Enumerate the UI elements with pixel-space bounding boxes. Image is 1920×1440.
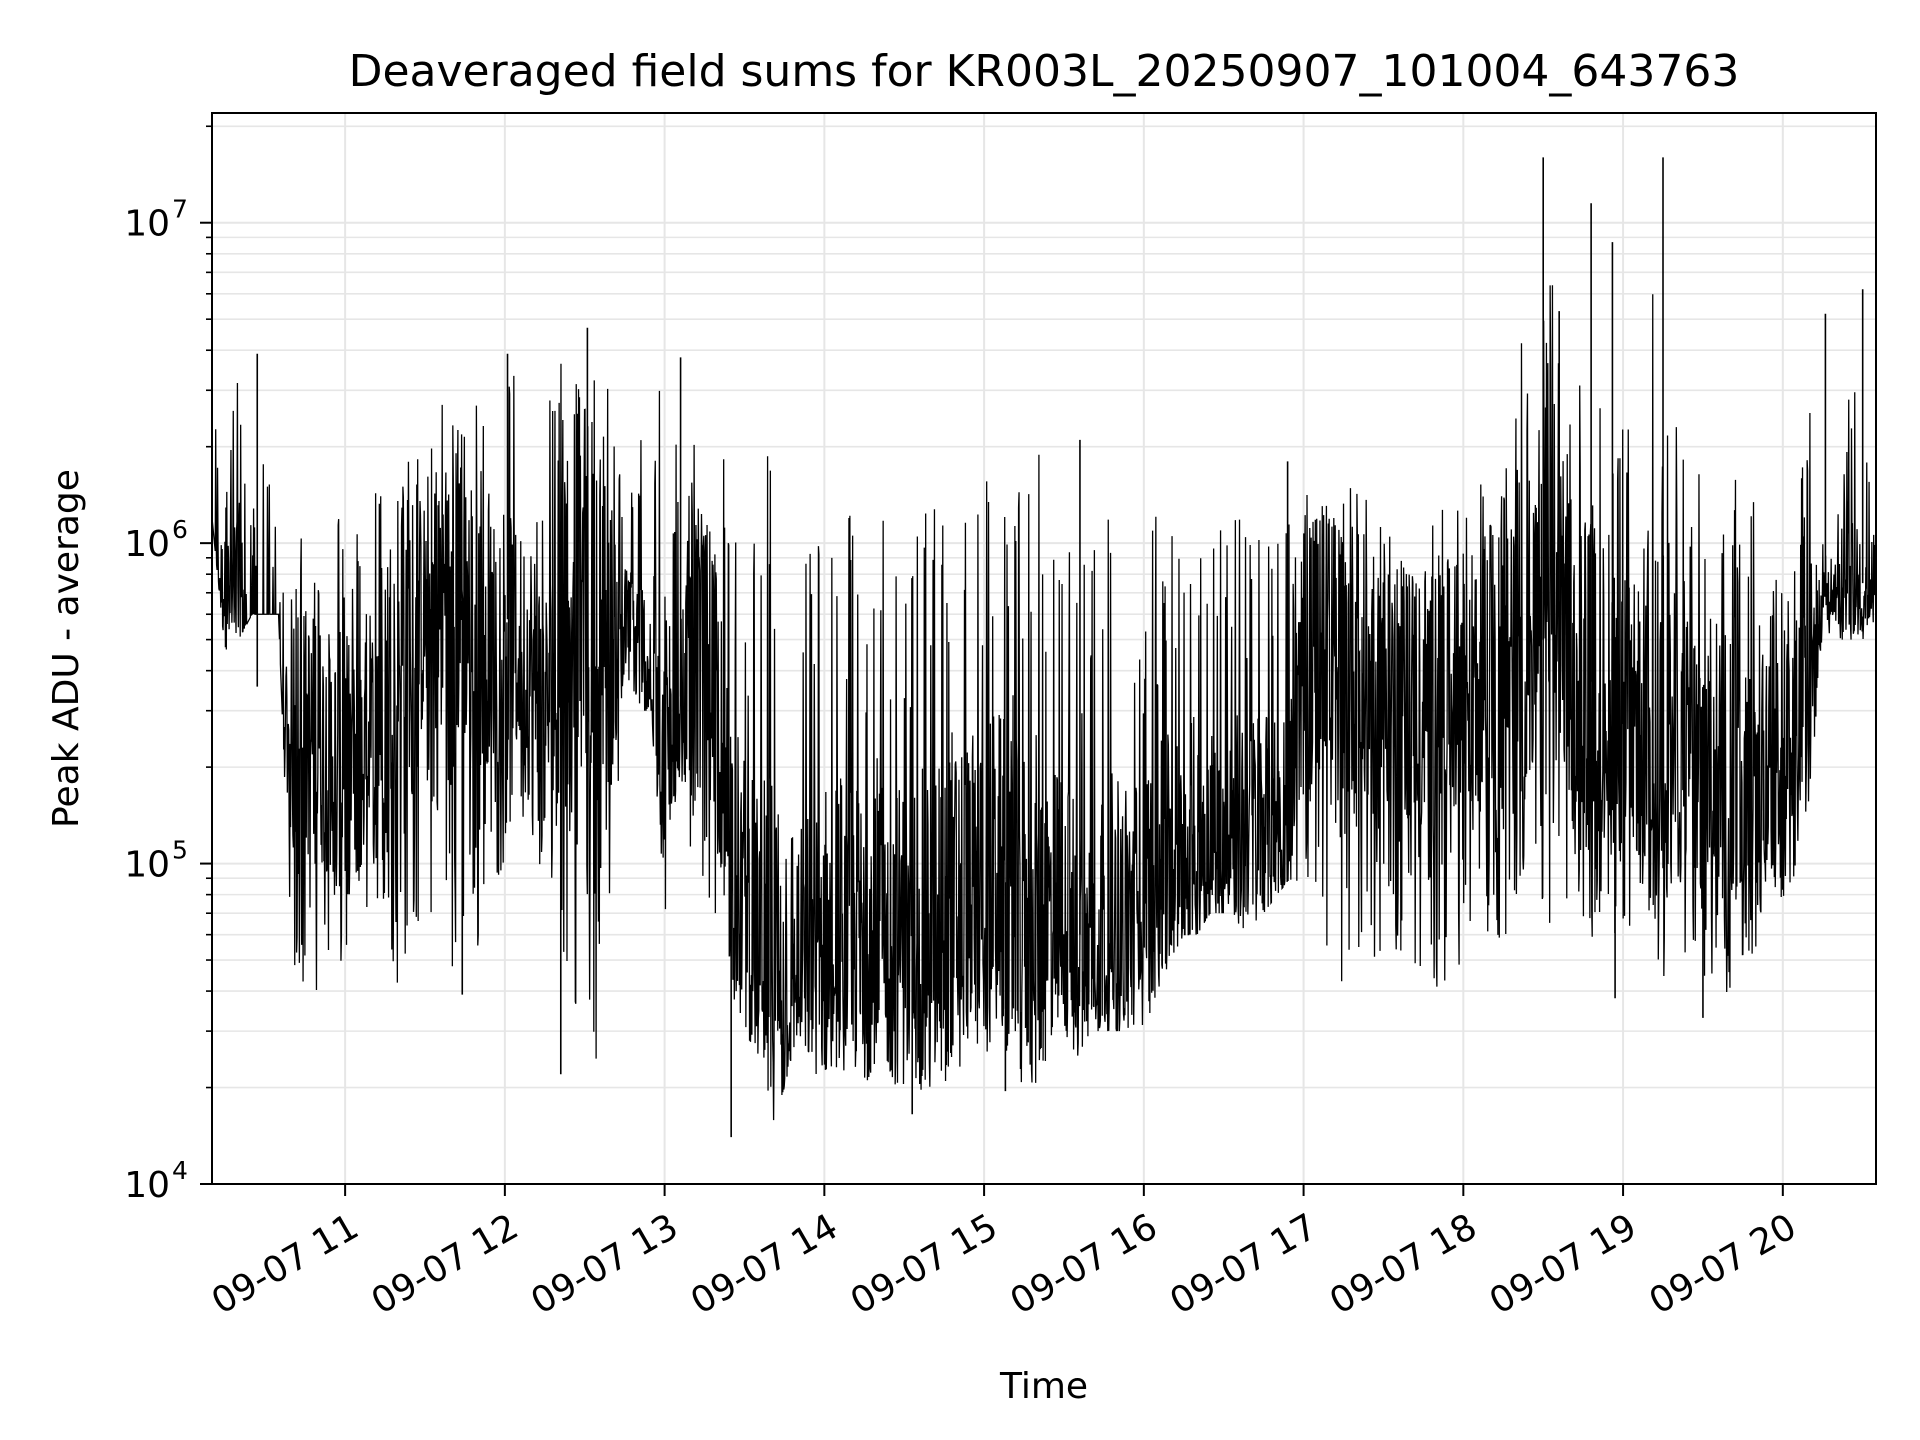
y-tick-label: 10 <box>124 845 170 886</box>
x-axis-label: Time <box>999 1366 1088 1407</box>
y-tick-exponent: 7 <box>172 195 188 224</box>
data-series <box>211 157 1877 1138</box>
y-axis-label: Peak ADU - average <box>46 469 87 828</box>
series-line <box>211 285 1877 1121</box>
y-tick-exponent: 4 <box>172 1156 188 1185</box>
chart-title: Deaveraged field sums for KR003L_2025090… <box>349 46 1740 97</box>
y-tick-label: 10 <box>124 204 170 245</box>
y-tick-exponent: 6 <box>172 515 188 544</box>
plot-frame <box>211 112 1877 1185</box>
y-tick-exponent: 5 <box>172 836 188 865</box>
y-tick-label: 10 <box>124 1165 170 1206</box>
y-tick-label: 10 <box>124 524 170 565</box>
